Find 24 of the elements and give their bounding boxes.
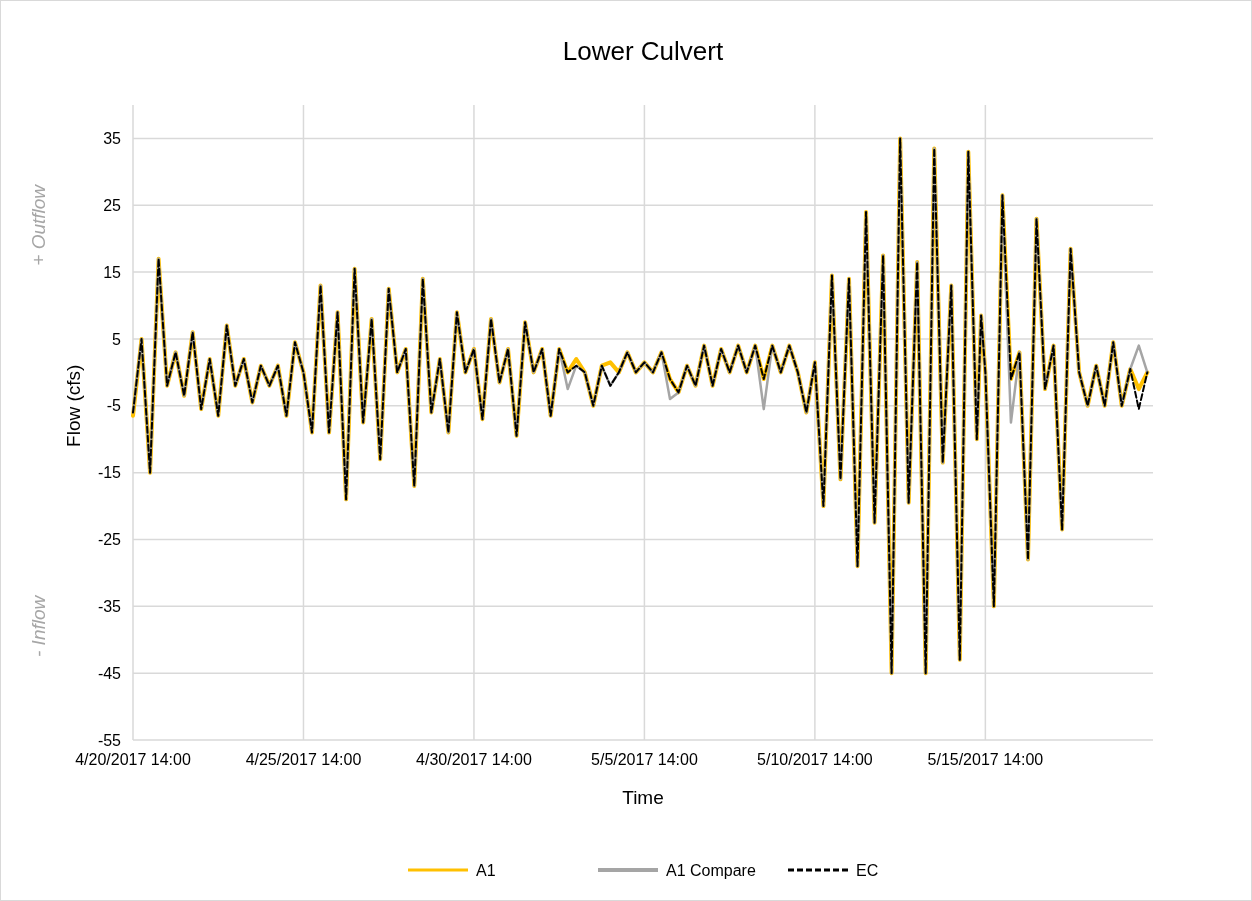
y-tick-label: 5 bbox=[112, 330, 122, 348]
y-tick-label: -55 bbox=[97, 731, 122, 749]
x-tick-label: 4/30/2017 14:00 bbox=[416, 751, 532, 768]
x-tick-label: 5/10/2017 14:00 bbox=[757, 751, 873, 768]
x-tick-label: 5/5/2017 14:00 bbox=[591, 751, 698, 768]
y-tick-label: -35 bbox=[97, 597, 122, 615]
x-axis-title: Time bbox=[622, 787, 664, 808]
y-tick-label: -25 bbox=[97, 531, 122, 549]
legend-label: A1 Compare bbox=[666, 861, 756, 879]
legend-label: EC bbox=[856, 861, 879, 879]
y-tick-label: 25 bbox=[103, 196, 122, 214]
y-tick-label: -45 bbox=[97, 664, 122, 682]
y-tick-label: -5 bbox=[106, 397, 122, 415]
chart-title: Lower Culvert bbox=[562, 36, 724, 66]
y-tick-label: 15 bbox=[103, 263, 122, 281]
x-tick-label: 4/25/2017 14:00 bbox=[245, 751, 362, 768]
x-tick-label: 4/20/2017 14:00 bbox=[75, 751, 191, 768]
text: - Inflow bbox=[28, 594, 49, 657]
y-axis-title: Flow (cfs) bbox=[63, 364, 84, 447]
y-tick-label: -15 bbox=[97, 464, 122, 482]
legend-label: A1 bbox=[476, 861, 496, 879]
y-tick-label: 35 bbox=[103, 130, 122, 148]
x-tick-label: 5/15/2017 14:00 bbox=[927, 751, 1044, 768]
text: + Outflow bbox=[28, 183, 49, 266]
